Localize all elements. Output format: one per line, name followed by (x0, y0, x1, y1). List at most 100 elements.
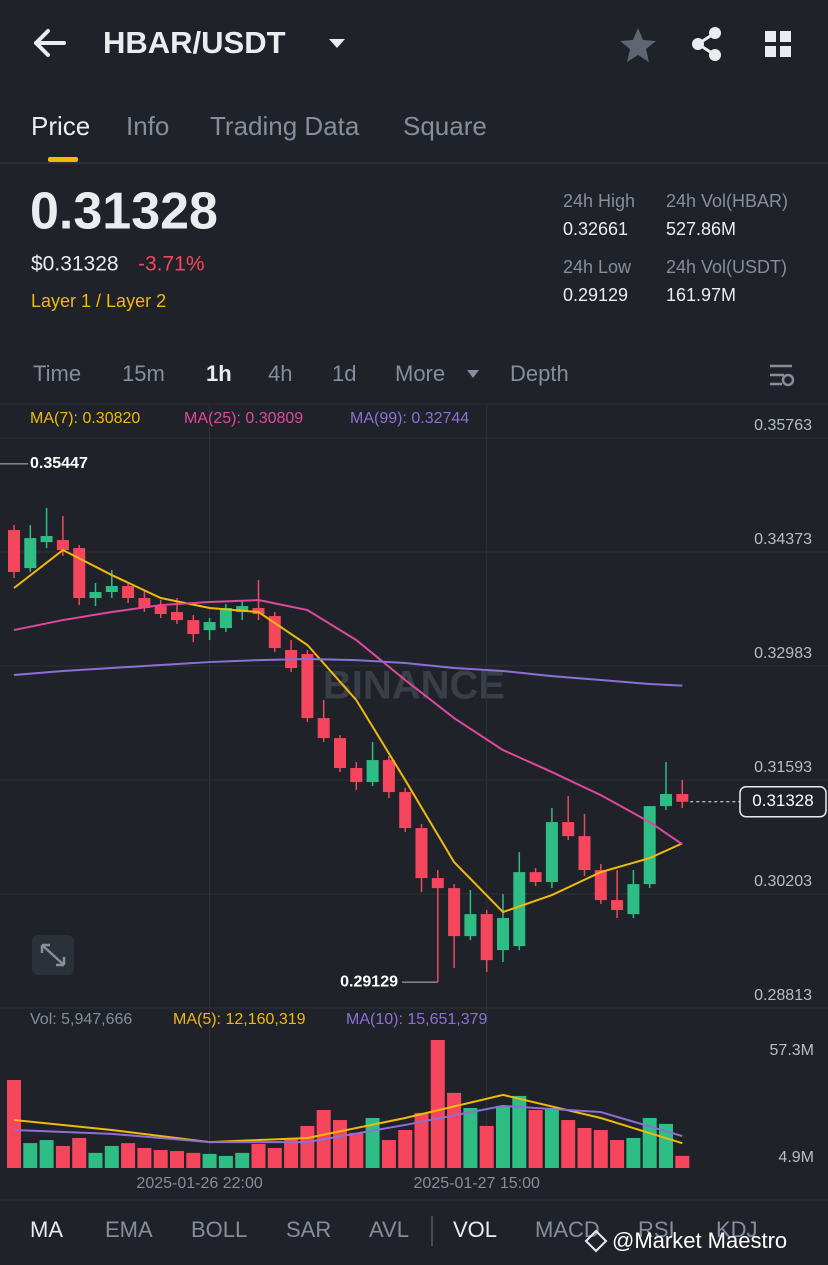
candle-body (122, 586, 135, 599)
y-tick-label: 0.34373 (754, 531, 812, 548)
pair-title[interactable]: HBAR/USDT (103, 25, 286, 60)
interval[interactable]: 1h (206, 361, 232, 386)
candle-body (252, 608, 265, 615)
volume-bar (626, 1137, 641, 1168)
volume-bar (659, 1123, 673, 1168)
chart-settings[interactable] (770, 364, 795, 387)
indicator-tab[interactable]: VOL (453, 1217, 497, 1242)
volume-bar (153, 1150, 168, 1168)
candle-body (236, 606, 249, 613)
ma-line (13, 1104, 683, 1144)
watermark-logo (584, 1229, 608, 1253)
candle-body (8, 530, 20, 573)
y-tick-label: 0.30203 (754, 873, 812, 890)
tab[interactable]: Price (31, 111, 90, 141)
candle-body (513, 872, 526, 947)
favorite-star[interactable] (620, 28, 656, 62)
interval[interactable]: 4h (268, 361, 292, 386)
interval[interactable]: Depth (510, 361, 569, 386)
last-price: 0.31328 (30, 183, 218, 241)
indicator-tab[interactable]: RSI (638, 1217, 675, 1242)
candle-body (301, 654, 314, 719)
indicator-tab[interactable]: BOLL (191, 1217, 247, 1242)
candle-body (627, 884, 640, 915)
tab[interactable]: Info (126, 111, 169, 141)
volume-bar (414, 1112, 429, 1168)
candle-body (138, 598, 151, 609)
volume-bar (675, 1155, 690, 1168)
candle-body (464, 914, 477, 937)
indicator-tab[interactable]: KDJ (716, 1217, 758, 1242)
volume-bar (349, 1132, 364, 1168)
candle-body (480, 914, 493, 961)
indicator-tab[interactable]: MA (30, 1217, 63, 1242)
candle-body (529, 872, 542, 883)
volume-bar (447, 1092, 462, 1168)
x-tick-label: 2025-01-26 22:00 (136, 1175, 262, 1192)
volume-bar (218, 1155, 233, 1168)
volume-bar (235, 1152, 250, 1168)
y-tick-label: 57.3M (770, 1042, 814, 1059)
legend-entry: MA(10): 15,651,379 (346, 1011, 488, 1028)
tab[interactable]: Trading Data (210, 111, 360, 141)
tab[interactable]: Square (403, 111, 487, 141)
volume-bar (300, 1125, 315, 1168)
candle-body (611, 900, 624, 911)
ma-line (13, 1093, 683, 1145)
x-tick-label: 2025-01-27 15:00 (414, 1175, 540, 1192)
y-tick-label: 0.32983 (754, 645, 812, 662)
stat-value: 0.29129 (563, 285, 628, 305)
indicator-tab[interactable]: AVL (369, 1217, 409, 1242)
sector-tag[interactable]: Layer 1 / Layer 2 (31, 291, 166, 311)
candle-body (334, 738, 346, 769)
expand-button[interactable] (32, 935, 74, 975)
share-button[interactable] (692, 27, 721, 61)
volume-bar (398, 1130, 413, 1168)
candle-body (366, 760, 379, 783)
stat-value: 0.32661 (563, 219, 628, 239)
back-button[interactable] (34, 29, 66, 57)
candle-body (660, 794, 672, 807)
candle-body (562, 822, 575, 837)
usd-price: $0.31328 (31, 253, 119, 276)
volume-bar (55, 1145, 70, 1168)
legend-entry: MA(7): 0.30820 (30, 410, 140, 427)
menu-grid[interactable] (765, 31, 791, 57)
interval[interactable]: 15m (122, 361, 165, 386)
interval[interactable]: Time (33, 361, 81, 386)
candle-body (40, 536, 53, 543)
volume-bar (544, 1107, 559, 1168)
volume-bar (610, 1140, 625, 1168)
volume-bar (121, 1143, 136, 1168)
volume-bar (284, 1137, 299, 1168)
interval[interactable]: More (395, 361, 445, 386)
volume-bar (528, 1110, 543, 1168)
candle-body (89, 592, 102, 599)
volume-bar (479, 1125, 494, 1168)
stat-label: 24h Low (563, 257, 632, 277)
more-dropdown[interactable] (467, 370, 479, 378)
volume-label: Vol: 5,947,666 (30, 1011, 132, 1028)
volume-bar (333, 1120, 347, 1168)
candle-body (187, 620, 200, 635)
volume-bar (137, 1147, 152, 1168)
volume-bar (170, 1151, 184, 1168)
indicator-tab[interactable]: EMA (105, 1217, 153, 1242)
candle-body (545, 822, 558, 883)
stat-value: 527.86M (666, 219, 736, 239)
volume-bar (512, 1095, 527, 1168)
volume-bar (267, 1147, 282, 1168)
candle-body (105, 586, 118, 593)
volume-bar (7, 1080, 21, 1168)
volume-bar (39, 1140, 54, 1168)
candle-body (203, 622, 216, 631)
volume-bar (642, 1117, 657, 1168)
interval[interactable]: 1d (332, 361, 356, 386)
ma-line (13, 599, 683, 846)
volume-bar (463, 1107, 478, 1168)
indicator-tab[interactable]: SAR (286, 1217, 331, 1242)
pair-dropdown[interactable] (329, 39, 345, 48)
watermark: BINANCE (323, 664, 505, 708)
candle-body (382, 760, 395, 793)
